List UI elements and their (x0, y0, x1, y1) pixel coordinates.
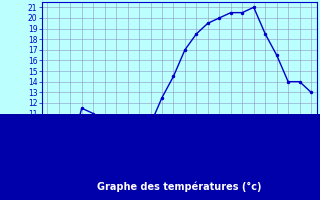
Text: Graphe des températures (°c): Graphe des températures (°c) (97, 182, 261, 192)
